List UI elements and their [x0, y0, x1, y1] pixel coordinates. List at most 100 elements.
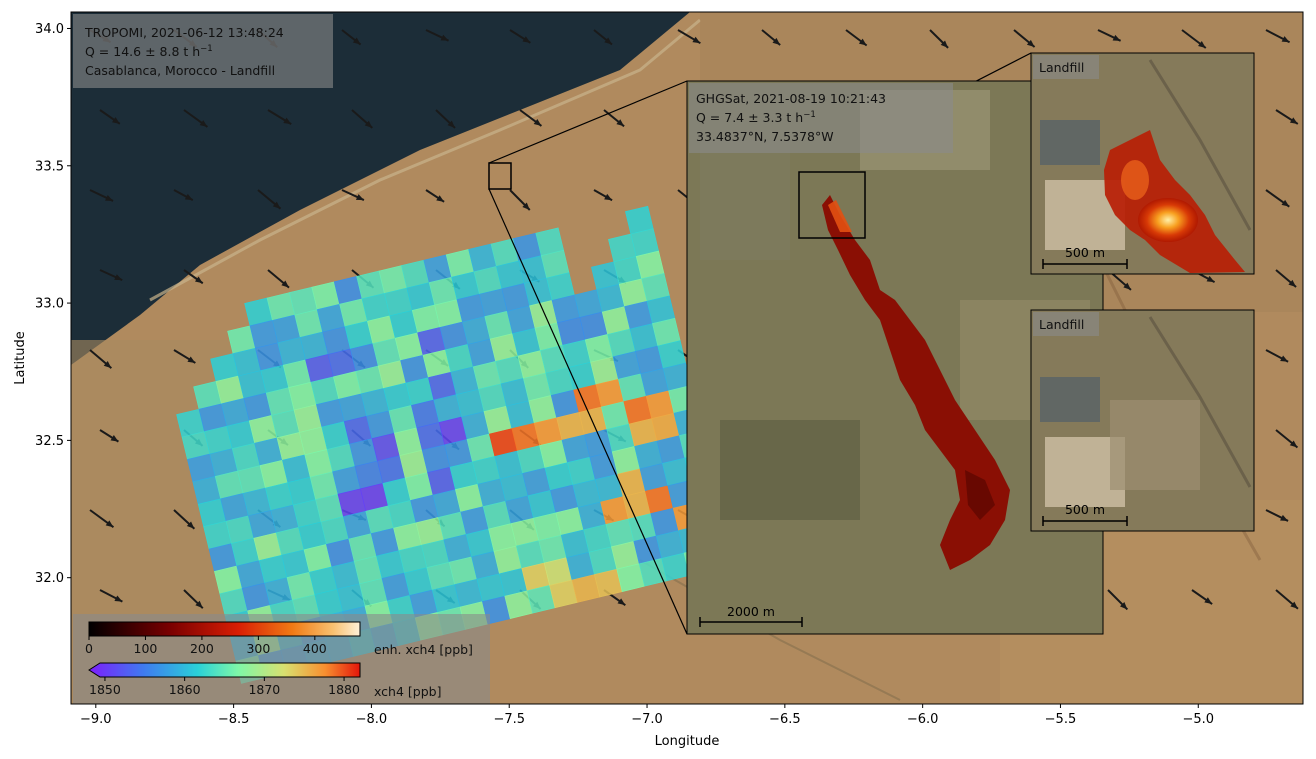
wind-arrow-head: [616, 119, 625, 127]
x-tick-label: −6.5: [769, 712, 801, 727]
wind-arrow-head: [604, 37, 613, 45]
wind-arrow-head: [1280, 355, 1289, 362]
wind-arrow-head: [533, 119, 542, 126]
wind-arrow-head: [103, 361, 112, 369]
wind-arrow-head: [1026, 39, 1035, 48]
x-tick-label: −7.5: [493, 712, 525, 727]
inset-1-label: Landfill: [1039, 60, 1084, 75]
ghgsat-q-unit: −1: [803, 110, 816, 120]
colorbar-tick-label: 0: [85, 641, 93, 656]
colorbar-tick-label: 1880: [328, 682, 360, 697]
colorbar-enh: 0 100 200 300 400 enh. xch4 [ppb]: [85, 621, 473, 657]
wind-arrow-head: [1281, 36, 1290, 43]
wind-arrow-head: [858, 38, 867, 46]
wind-arrow-head: [1289, 117, 1298, 124]
wind-arrow-head: [1281, 199, 1290, 207]
ghgsat-time: 10:21:43: [830, 91, 886, 106]
inset-1-scalebar: 500 m: [1042, 245, 1128, 269]
y-axis-ticks: 32.0 32.5 33.0 33.5 34.0: [35, 22, 71, 586]
colorbar-xch4-label: xch4 [ppb]: [374, 684, 441, 699]
wind-arrow-head: [522, 36, 531, 43]
wind-arrow-head: [1206, 275, 1215, 283]
colorbar-tick-label: 200: [190, 641, 214, 656]
wind-arrow-head: [105, 520, 114, 528]
wind-arrow-head: [617, 598, 626, 606]
inset-landfill: Landfill 500 m: [1030, 309, 1255, 532]
x-tick-label: −5.5: [1045, 712, 1077, 727]
svg-text:TROPOMI, 2021-06-12 13:48:24: TROPOMI, 2021-06-12 13:48:24: [84, 25, 284, 40]
wind-arrow-head: [772, 37, 781, 45]
wind-arrow-head: [105, 194, 114, 201]
wind-arrow-head: [199, 120, 208, 127]
y-tick-label: 32.0: [35, 571, 64, 586]
wind-arrow-head: [1289, 440, 1298, 448]
ghgsat-q: Q = 7.4 ± 3.3 t h: [696, 110, 803, 125]
wind-arrow-head: [194, 276, 203, 284]
wind-arrow-head: [436, 195, 445, 202]
svg-text:GHGSat, 2021-08-19 10:21:43: GHGSat, 2021-08-19 10:21:43: [696, 91, 886, 106]
ghgsat-coords: 33.4837°N, 7.5378°W: [696, 129, 834, 144]
wind-arrow-head: [522, 202, 530, 210]
inset-1-scalebar-label: 500 m: [1065, 245, 1105, 260]
x-tick-label: −9.0: [80, 712, 112, 727]
colorbar-enh-label: enh. xch4 [ppb]: [374, 642, 473, 657]
wind-arrow-head: [447, 120, 456, 128]
y-tick-label: 33.5: [35, 159, 64, 174]
tropomi-location: Casablanca, Morocco - Landfill: [85, 63, 275, 78]
wind-arrow-head: [281, 280, 290, 288]
wind-arrow-head: [187, 356, 196, 363]
wind-arrow-head: [114, 274, 123, 281]
ghgsat-plume: [822, 195, 1010, 570]
wind-arrow-head: [186, 521, 195, 529]
wind-arrow-head: [114, 595, 123, 602]
svg-text:Q = 14.6 ± 8.8 t h−1: Q = 14.6 ± 8.8 t h−1: [85, 44, 213, 59]
ghgsat-date: 2021-08-19: [753, 91, 826, 106]
wind-arrow-head: [1290, 601, 1298, 609]
colorbar-tick-label: 1860: [169, 682, 201, 697]
x-tick-label: −8.5: [218, 712, 250, 727]
wind-arrow-head: [110, 435, 119, 442]
x-tick-label: −5.0: [1182, 712, 1214, 727]
inset-plume: Landfill 500 m: [1030, 52, 1255, 275]
wind-arrow-head: [940, 40, 949, 48]
colorbar-tick-label: 400: [303, 641, 327, 656]
tropomi-annotation: TROPOMI, 2021-06-12 13:48:24 Q = 14.6 ± …: [73, 14, 333, 88]
wind-arrow-head: [1112, 34, 1121, 41]
x-tick-label: −6.0: [907, 712, 939, 727]
wind-arrow-head: [1119, 602, 1128, 610]
wind-arrow-head: [364, 120, 373, 128]
ghgsat-scalebar: 2000 m: [699, 604, 803, 627]
colorbar-enh-ticks: 0 100 200 300 400: [85, 636, 327, 656]
inset-2-label: Landfill: [1039, 317, 1084, 332]
wind-arrow-head: [1198, 41, 1206, 48]
axes-frame: [70, 11, 1304, 705]
wind-arrow-head: [1204, 597, 1213, 605]
colorbar-tick-label: 1870: [248, 682, 280, 697]
wind-arrow-head: [1123, 282, 1131, 290]
inset-2-scalebar: 500 m: [1042, 502, 1128, 526]
wind-arrow-head: [283, 117, 292, 125]
tropomi-q-unit: −1: [200, 44, 213, 54]
wind-arrow-head: [352, 37, 361, 45]
colorbar-tick-label: 100: [134, 641, 158, 656]
tropomi-instrument: TROPOMI: [84, 25, 143, 40]
y-tick-label: 33.0: [35, 297, 64, 312]
wind-arrow-head: [604, 193, 613, 201]
wind-arrow-head: [1288, 279, 1297, 288]
tropomi-q: Q = 14.6 ± 8.8 t h: [85, 44, 200, 59]
wind-arrow-head: [692, 36, 701, 44]
colorbar-panel: 0 100 200 300 400 enh. xch4 [ppb] 1850 1860 18…: [73, 614, 490, 704]
x-axis-label: Longitude: [655, 734, 720, 749]
svg-text:Q = 7.4 ± 3.3 t h−1: Q = 7.4 ± 3.3 t h−1: [696, 110, 816, 125]
wind-arrow-head: [440, 34, 449, 41]
wind-arrow-head: [1280, 514, 1289, 521]
y-axis-label: Latitude: [13, 331, 28, 385]
wind-arrow-head: [184, 193, 193, 201]
wind-arrow-head: [272, 201, 281, 209]
colorbar-xch4-ticks: 1850 1860 1870 1880: [89, 677, 360, 697]
x-tick-label: −7.0: [631, 712, 663, 727]
colorbar-xch4: 1850 1860 1870 1880 xch4 [ppb]: [88, 662, 441, 699]
colorbar-tick-label: 1850: [89, 682, 121, 697]
colorbar-tick-label: 300: [246, 641, 270, 656]
